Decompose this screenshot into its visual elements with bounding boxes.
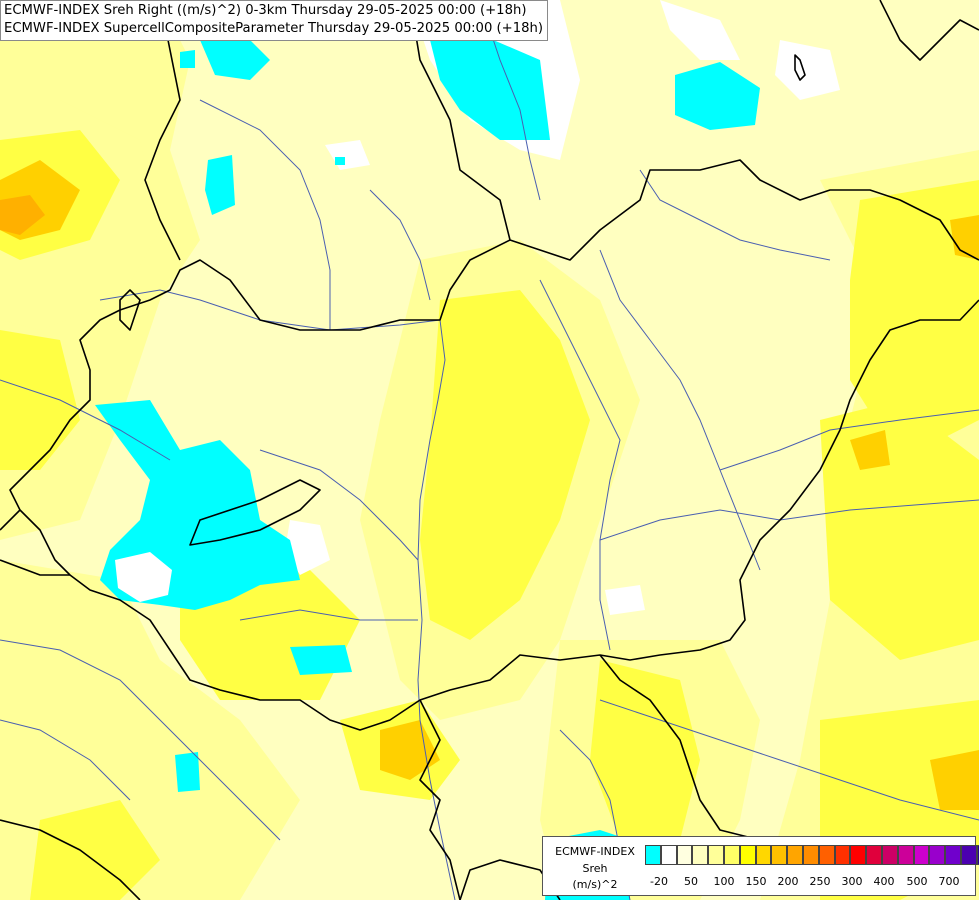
legend-swatch bbox=[802, 845, 819, 865]
legend-swatch bbox=[818, 845, 835, 865]
legend-tick-label: 700 bbox=[938, 875, 960, 888]
map-title-box: ECMWF-INDEX Sreh Right ((m/s)^2) 0-3km T… bbox=[0, 0, 549, 41]
legend-tick-label: 400 bbox=[873, 875, 895, 888]
legend-model-label: ECMWF-INDEX bbox=[555, 845, 635, 858]
legend-swatch bbox=[739, 845, 756, 865]
legend-swatch bbox=[692, 845, 709, 865]
map-title-line-1: ECMWF-INDEX Sreh Right ((m/s)^2) 0-3km T… bbox=[4, 3, 527, 18]
legend-swatch bbox=[881, 845, 898, 865]
legend-swatch bbox=[771, 845, 788, 865]
legend-tick-row: -20 50 100 150 200 250 300 400 500 700 bbox=[645, 875, 975, 891]
legend-tick-label: 500 bbox=[906, 875, 928, 888]
legend-swatch bbox=[913, 845, 930, 865]
field-orange bbox=[0, 195, 45, 235]
legend-tick-label: 200 bbox=[777, 875, 799, 888]
legend-swatch bbox=[850, 845, 867, 865]
legend-tick-label: 250 bbox=[809, 875, 831, 888]
legend-swatch bbox=[723, 845, 740, 865]
map-title-line-2: ECMWF-INDEX SupercellCompositeParameter … bbox=[4, 21, 544, 36]
legend-swatch bbox=[834, 845, 851, 865]
legend-swatch bbox=[929, 845, 946, 865]
legend-swatch bbox=[976, 845, 979, 865]
legend-tick-label: 100 bbox=[713, 875, 735, 888]
legend-swatch bbox=[787, 845, 803, 865]
legend-tick-label: 300 bbox=[841, 875, 863, 888]
legend-swatch bbox=[960, 845, 977, 865]
legend-tick-label: -20 bbox=[650, 875, 668, 888]
legend-tick-label: 150 bbox=[745, 875, 767, 888]
legend-swatch bbox=[708, 845, 724, 865]
legend-swatch bbox=[897, 845, 914, 865]
legend-parameter-label: Sreh bbox=[582, 862, 608, 875]
field-white-inner bbox=[115, 552, 172, 602]
legend-swatch bbox=[645, 845, 661, 865]
legend-swatch bbox=[676, 845, 693, 865]
legend-swatch bbox=[755, 845, 772, 865]
legend-tick-label: 50 bbox=[684, 875, 698, 888]
color-legend: ECMWF-INDEX Sreh (m/s)^2 -20 50 100 150 200 2… bbox=[542, 836, 979, 896]
legend-swatch bbox=[866, 845, 882, 865]
legend-unit-label: (m/s)^2 bbox=[572, 878, 618, 891]
legend-swatch bbox=[945, 845, 961, 865]
legend-swatch bbox=[660, 845, 677, 865]
legend-swatch-row bbox=[645, 845, 979, 865]
